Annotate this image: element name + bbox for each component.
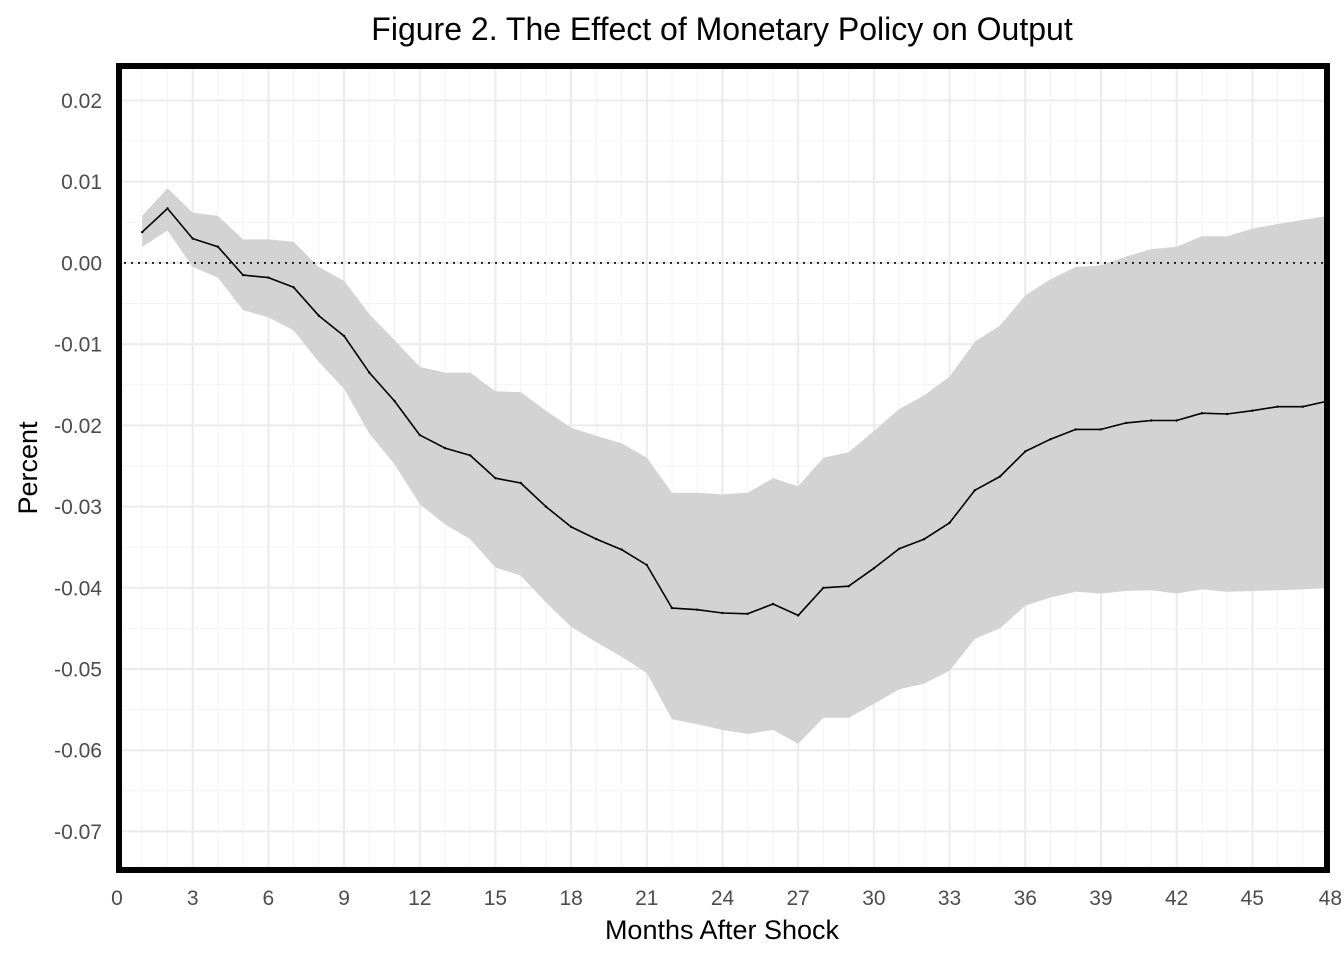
- data-point: [872, 567, 876, 570]
- x-axis-title: Months After Shock: [605, 915, 840, 945]
- data-point: [1200, 412, 1204, 415]
- data-point: [469, 454, 472, 457]
- data-point: [696, 608, 699, 611]
- data-point: [1251, 409, 1254, 412]
- chart-title: Figure 2. The Effect of Monetary Policy …: [371, 11, 1073, 47]
- data-point: [746, 612, 749, 615]
- data-point: [620, 548, 623, 551]
- data-point: [1276, 405, 1279, 408]
- data-point: [216, 245, 220, 248]
- data-point: [973, 489, 976, 492]
- y-tick-label: -0.05: [54, 658, 102, 681]
- data-point: [948, 521, 951, 524]
- y-axis-title: Percent: [13, 421, 43, 515]
- data-point: [267, 276, 270, 279]
- data-point: [1099, 428, 1103, 431]
- data-point: [897, 547, 901, 550]
- y-tick-label: -0.04: [54, 577, 102, 600]
- data-point: [1150, 419, 1153, 422]
- data-point: [1074, 428, 1077, 431]
- x-tick-label: 18: [559, 887, 582, 910]
- data-point: [998, 475, 1002, 478]
- data-point: [393, 399, 396, 403]
- plot-panel-border: [116, 63, 1330, 873]
- x-axis-ticks: 0 3 6 9 12 15 18 21 24 27 30 33 36 39 42 45 48: [111, 887, 1342, 910]
- x-tick-label: 27: [787, 887, 810, 910]
- x-tick-label: 21: [635, 887, 658, 910]
- data-point: [1301, 405, 1305, 408]
- x-tick-label: 39: [1089, 887, 1112, 910]
- x-tick-label: 42: [1165, 887, 1188, 910]
- data-point: [670, 606, 674, 610]
- x-tick-label: 30: [862, 887, 885, 910]
- data-point: [443, 446, 447, 450]
- x-tick-label: 36: [1014, 887, 1037, 910]
- data-point: [368, 371, 371, 374]
- data-point: [1175, 419, 1178, 422]
- y-tick-label: 0.01: [61, 171, 102, 194]
- confidence-band: [142, 188, 1329, 744]
- data-point: [342, 334, 346, 338]
- data-point: [1024, 450, 1027, 453]
- data-point: [721, 611, 724, 615]
- data-point: [822, 586, 825, 589]
- data-point: [191, 237, 194, 240]
- data-point: [292, 286, 295, 289]
- x-tick-label: 6: [263, 887, 275, 910]
- data-point: [141, 230, 144, 234]
- x-tick-label: 45: [1241, 887, 1264, 910]
- data-point: [241, 273, 245, 277]
- x-tick-label: 33: [938, 887, 961, 910]
- data-point: [519, 481, 522, 485]
- data-point: [1225, 412, 1229, 416]
- data-point: [317, 314, 320, 317]
- x-tick-label: 9: [338, 887, 350, 910]
- y-tick-label: 0.00: [61, 252, 102, 275]
- data-point: [494, 477, 497, 480]
- x-tick-label: 3: [187, 887, 199, 910]
- x-tick-label: 15: [484, 887, 507, 910]
- data-point: [1049, 438, 1052, 441]
- data-point: [797, 614, 800, 617]
- y-tick-label: -0.06: [54, 740, 102, 763]
- output-response-line: [141, 207, 1329, 617]
- y-tick-label: -0.07: [54, 821, 102, 844]
- y-tick-label: -0.03: [54, 496, 102, 519]
- minor-gridlines: [117, 64, 1328, 872]
- x-tick-label: 48: [1319, 887, 1342, 910]
- data-point: [771, 602, 775, 606]
- x-tick-label: 24: [711, 887, 735, 910]
- y-axis-ticks: 0.02 0.01 0.00 -0.01 -0.02 -0.03 -0.04 -0.05 -0.…: [54, 90, 102, 844]
- data-point: [923, 537, 926, 541]
- data-point: [166, 207, 169, 210]
- data-point: [595, 537, 598, 541]
- data-point: [418, 433, 421, 437]
- data-point: [1125, 421, 1128, 425]
- data-point: [544, 505, 548, 508]
- x-tick-label: 0: [111, 887, 123, 910]
- y-tick-label: 0.02: [61, 90, 102, 113]
- data-point: [847, 585, 850, 588]
- y-tick-label: -0.01: [54, 334, 102, 357]
- y-tick-label: -0.02: [54, 415, 102, 438]
- data-point: [645, 563, 648, 567]
- x-tick-label: 12: [408, 887, 431, 910]
- data-point: [569, 525, 573, 529]
